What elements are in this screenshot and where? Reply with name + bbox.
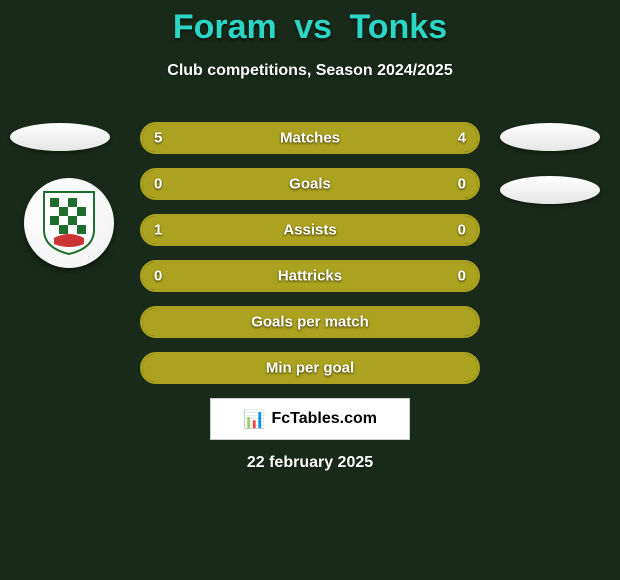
player2-name: Tonks (350, 8, 448, 46)
stat-label: Goals per match (251, 314, 369, 331)
club-badge (24, 178, 114, 268)
title: Foram vs Tonks (0, 8, 620, 47)
stat-row: Goals 0 0 (140, 168, 480, 200)
attribution-text: FcTables.com (271, 410, 377, 428)
stat-value-right: 0 (458, 268, 466, 285)
decorative-oval-left (10, 123, 110, 151)
stat-row: Min per goal (140, 352, 480, 384)
stat-label: Hattricks (278, 268, 342, 285)
stat-value-right: 0 (458, 222, 466, 239)
subtitle: Club competitions, Season 2024/2025 (0, 62, 620, 80)
stat-label: Assists (283, 222, 336, 239)
chart-icon: 📊 (243, 410, 265, 428)
stat-value-left: 5 (154, 130, 162, 147)
stat-value-left: 0 (154, 176, 162, 193)
decorative-oval-right-2 (500, 176, 600, 204)
stat-value-right: 0 (458, 176, 466, 193)
date: 22 february 2025 (0, 454, 620, 472)
shield-icon (40, 190, 98, 256)
vs-separator: vs (294, 8, 332, 46)
attribution-badge: 📊 FcTables.com (210, 398, 410, 440)
stat-row: Goals per match (140, 306, 480, 338)
stat-label: Min per goal (266, 360, 354, 377)
stat-value-right: 4 (458, 130, 466, 147)
stat-rows: Matches54Goals00Assists10Hattricks00Goal… (140, 122, 480, 398)
stat-value-left: 0 (154, 268, 162, 285)
decorative-oval-right-1 (500, 123, 600, 151)
stat-fill-right (327, 124, 478, 152)
stat-label: Goals (289, 176, 331, 193)
stat-row: Matches 5 4 (140, 122, 480, 154)
stat-row: Hattricks 0 0 (140, 260, 480, 292)
comparison-infographic: Foram vs Tonks Club competitions, Season… (0, 0, 620, 580)
stat-label: Matches (280, 130, 340, 147)
player1-name: Foram (173, 8, 277, 46)
stat-value-left: 1 (154, 222, 162, 239)
stat-row: Assists 1 0 (140, 214, 480, 246)
